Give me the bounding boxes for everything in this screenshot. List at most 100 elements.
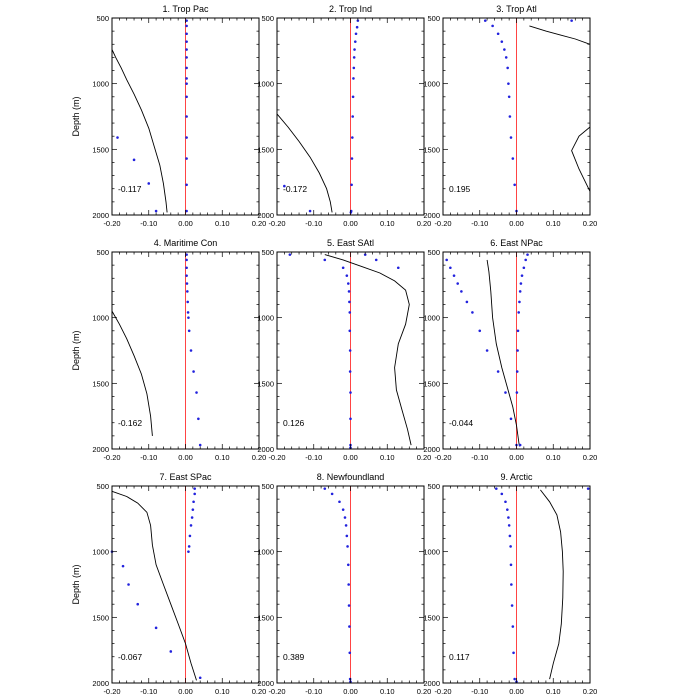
- data-point: [509, 545, 512, 548]
- x-tick-label: -0.20: [434, 453, 451, 462]
- x-tick-label: -0.20: [103, 687, 120, 696]
- data-point: [374, 258, 378, 262]
- data-point: [350, 183, 353, 187]
- data-point: [147, 182, 151, 185]
- data-point: [352, 56, 356, 59]
- profile-curve: [529, 25, 591, 192]
- data-point: [460, 290, 463, 293]
- data-point: [456, 282, 460, 285]
- x-tick-label: -0.20: [434, 687, 451, 696]
- data-point: [503, 48, 506, 51]
- panel-title: 6. East NPac: [490, 238, 543, 248]
- y-tick-label: 500: [96, 14, 109, 23]
- x-tick-label: 0.00: [343, 687, 358, 696]
- data-point: [185, 32, 188, 36]
- data-point: [449, 266, 452, 270]
- panel-1: 1. Trop Pac -0.20 -0.10 0.00 0.10 0.20 500 1000…: [92, 4, 266, 228]
- data-point: [193, 487, 196, 490]
- x-tick-label: 0.10: [215, 453, 230, 462]
- data-point: [483, 19, 487, 22]
- panel-value-label: 0.389: [283, 652, 305, 662]
- data-point: [516, 329, 520, 333]
- data-point: [185, 183, 188, 187]
- x-tick-label: 0.10: [380, 453, 395, 462]
- data-point: [185, 209, 188, 213]
- data-point: [169, 650, 173, 653]
- profile-curve: [540, 489, 564, 680]
- profile-curve: [486, 259, 520, 447]
- y-tick-label: 1500: [423, 379, 440, 388]
- data-point: [509, 563, 513, 567]
- data-point: [191, 508, 195, 511]
- data-point: [308, 209, 312, 213]
- y-tick-label: 2000: [92, 211, 109, 220]
- data-point: [494, 487, 498, 490]
- data-point: [121, 564, 125, 568]
- data-point: [348, 625, 351, 628]
- data-point: [192, 370, 195, 373]
- y-tick-label: 1500: [257, 379, 274, 388]
- data-point: [345, 274, 349, 277]
- y-tick-label: 2000: [257, 679, 274, 688]
- data-point: [512, 651, 515, 655]
- y-tick-label: 2000: [92, 445, 109, 454]
- data-point: [396, 266, 400, 270]
- data-point: [341, 508, 345, 511]
- data-point: [355, 25, 359, 29]
- data-point: [507, 95, 511, 99]
- x-tick-label: 0.20: [417, 453, 432, 462]
- data-point: [465, 300, 469, 304]
- y-tick-label: 1000: [92, 314, 109, 323]
- data-point: [485, 349, 489, 352]
- y-tick-label: 1000: [92, 548, 109, 557]
- y-tick-label: 2000: [423, 445, 440, 454]
- data-point: [509, 136, 513, 139]
- panel-9: 9. Arctic -0.20 -0.10 0.00 0.10 0.20 500 1000 15…: [423, 472, 597, 696]
- y-tick-label: 1500: [423, 145, 440, 154]
- x-tick-label: 0.20: [417, 219, 432, 228]
- data-point: [346, 545, 349, 548]
- data-point: [288, 253, 292, 256]
- y-tick-label: 1500: [92, 379, 109, 388]
- x-tick-label: -0.20: [103, 453, 120, 462]
- x-tick-label: -0.10: [305, 219, 322, 228]
- data-point: [343, 516, 347, 519]
- data-point: [507, 516, 510, 519]
- data-point: [506, 508, 509, 511]
- data-point: [185, 157, 188, 160]
- data-point: [185, 56, 188, 59]
- profile-curve: [111, 49, 168, 213]
- data-point: [500, 492, 504, 496]
- y-tick-label: 1000: [423, 80, 440, 89]
- y-tick-label: 2000: [423, 679, 440, 688]
- data-point: [510, 604, 514, 607]
- data-point: [188, 534, 192, 538]
- data-point: [351, 95, 355, 99]
- data-point: [445, 258, 448, 262]
- panel-value-label: -0.067: [118, 652, 142, 662]
- data-point: [508, 115, 512, 118]
- data-point: [518, 300, 521, 304]
- data-point: [185, 66, 188, 70]
- x-tick-label: -0.10: [471, 453, 488, 462]
- y-tick-label: 2000: [257, 211, 274, 220]
- data-point: [192, 500, 195, 504]
- data-point: [345, 534, 349, 538]
- x-tick-label: -0.10: [305, 687, 322, 696]
- data-point: [496, 32, 500, 36]
- data-point: [348, 651, 352, 655]
- data-point: [189, 524, 193, 527]
- data-point: [518, 443, 522, 447]
- profile-curve: [111, 310, 153, 436]
- x-tick-label: 0.10: [546, 219, 561, 228]
- data-point: [349, 211, 353, 214]
- x-tick-label: -0.10: [471, 219, 488, 228]
- data-point: [522, 266, 526, 270]
- panel-5: 5. East SAtl -0.20 -0.10 0.00 0.10 0.20 500 100…: [257, 238, 431, 462]
- data-point: [136, 602, 140, 606]
- x-tick-label: -0.20: [434, 219, 451, 228]
- data-point: [185, 274, 188, 277]
- data-point: [348, 311, 352, 314]
- y-tick-label: 500: [427, 14, 440, 23]
